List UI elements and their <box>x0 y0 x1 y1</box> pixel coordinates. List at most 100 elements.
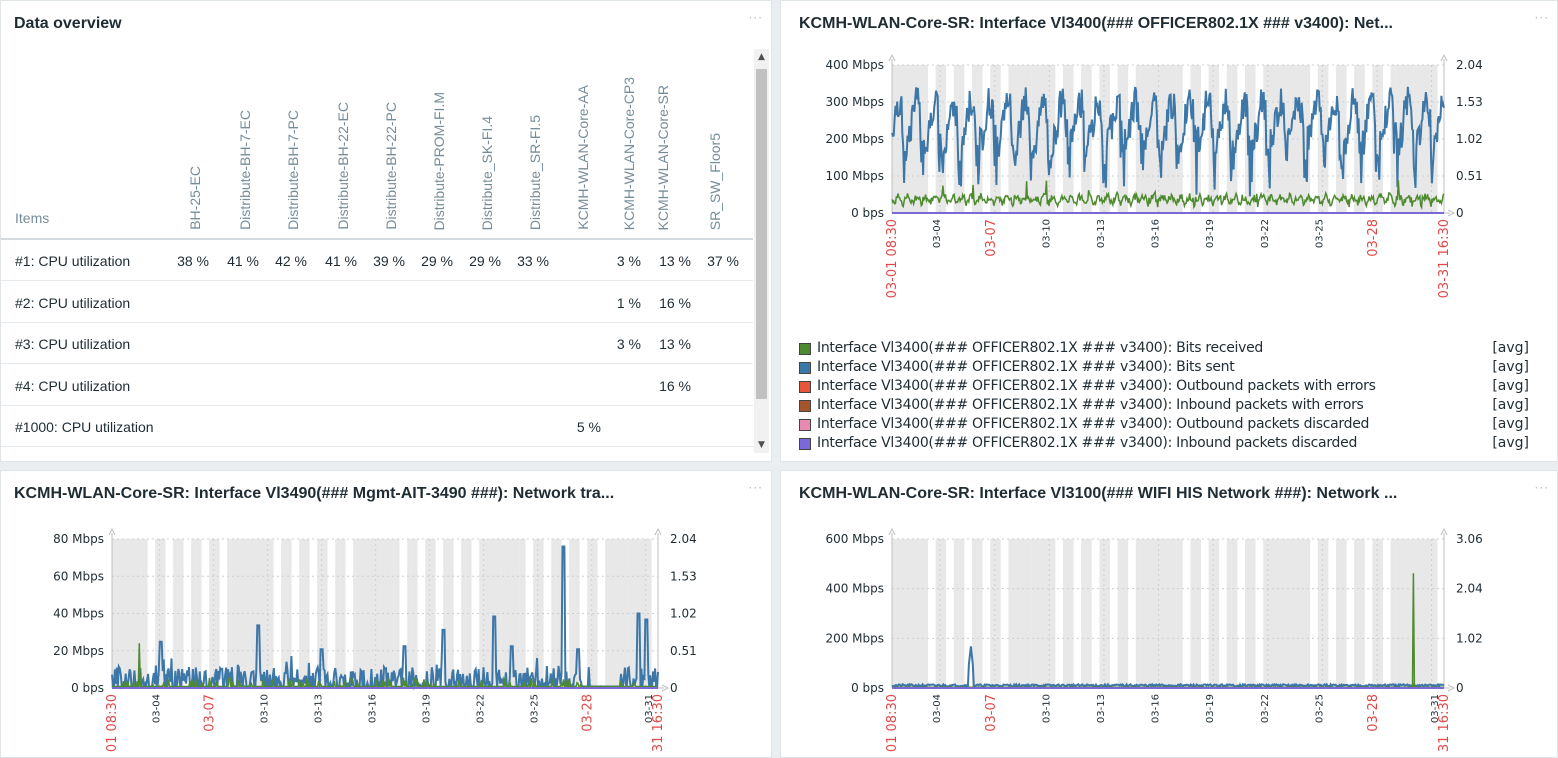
overview-column-header[interactable]: Distribute-BH-22-EC <box>335 102 351 230</box>
overview-row-label[interactable]: #1: CPU utilization <box>15 253 131 269</box>
weekend-shade <box>1031 539 1050 688</box>
x-tick-label: 03-01 08:30 <box>885 219 900 298</box>
overview-cell-value[interactable]: 5 % <box>576 419 601 435</box>
x-tick-label: 03-28 <box>581 694 596 732</box>
graph-chart-vl3490[interactable]: 80 Mbps 60 Mbps 40 Mbps 20 Mbps 0 bps 2.04 1.5… <box>0 510 772 758</box>
legend-color-swatch <box>799 343 811 355</box>
overview-cell-value[interactable]: 1 % <box>616 294 641 311</box>
x-tick-label: 03-04 <box>932 694 943 723</box>
night-shade <box>1340 539 1347 688</box>
night-shade <box>1135 539 1141 688</box>
night-shade <box>1190 539 1195 688</box>
night-shade <box>1358 539 1365 688</box>
scroll-down-arrow-icon[interactable]: ▼ <box>758 440 765 450</box>
overview-cell-value[interactable]: 29 % <box>469 253 501 269</box>
overview-cell-value[interactable]: 29 % <box>421 253 453 269</box>
overview-column-header[interactable]: Distribute-BH-7-EC <box>237 110 253 230</box>
widget-menu-button[interactable]: ··· <box>748 481 763 495</box>
scrollbar-thumb[interactable] <box>756 69 767 399</box>
x-tick-label: 03-22 <box>1260 219 1271 248</box>
overview-cell-value[interactable]: 13 % <box>659 336 691 352</box>
x-tick-label: 03-13 <box>1096 219 1107 248</box>
overview-column-header[interactable]: KCMH-WLAN-Core-CP3 <box>621 76 637 230</box>
night-shade <box>1067 539 1074 688</box>
night-shade <box>1226 539 1232 688</box>
overview-cell-value[interactable]: 3 % <box>616 253 641 269</box>
night-shade <box>267 539 274 688</box>
overview-cell-value[interactable]: 37 % <box>707 253 739 269</box>
night-shade <box>1008 539 1013 688</box>
night-shade <box>587 539 592 688</box>
overview-cell-value[interactable]: 39 % <box>373 253 405 269</box>
overview-cell-value[interactable]: 16 % <box>659 294 691 311</box>
widget-menu-button[interactable]: ··· <box>1534 481 1549 495</box>
graph-chart-vl3400[interactable]: 400 Mbps 300 Mbps 200 Mbps 100 Mbps 0 bps 2.0… <box>780 40 1558 340</box>
overview-cell-value[interactable]: 33 % <box>517 253 549 269</box>
overview-column-header[interactable]: KCMH-WLAN-Core-SR <box>655 84 671 230</box>
y-tick-label-right: 2.04 <box>670 532 697 546</box>
legend-entry: Interface Vl3400(### OFFICER802.1X ### v… <box>799 397 1529 414</box>
items-column-header: Items <box>15 210 50 226</box>
overview-column-header[interactable]: Distribute-PROM-FI.M <box>431 91 447 230</box>
overview-row-label[interactable]: #4: CPU utilization <box>15 377 131 394</box>
overview-column-header[interactable]: SR_SW_Floor5 <box>707 132 723 230</box>
legend-item-name: Interface Vl3400(### OFFICER802.1X ### v… <box>817 416 1370 432</box>
overview-row-label[interactable]: #3: CPU utilization <box>15 336 131 352</box>
overview-scrollbar[interactable]: ▲ ▼ <box>754 49 769 453</box>
overview-cell-value[interactable]: 41 % <box>227 253 259 269</box>
y-tick-label: 0 bps <box>71 681 104 695</box>
overview-table-row: #3: CPU utilization 3 % 13 % <box>1 322 753 364</box>
night-shade <box>990 539 995 688</box>
night-shade <box>321 539 328 688</box>
y-tick-label: 400 Mbps <box>825 58 884 72</box>
overview-cell-value[interactable]: 13 % <box>659 253 691 269</box>
legend-color-swatch <box>799 381 811 393</box>
night-shade <box>1063 65 1068 213</box>
overview-column-header[interactable]: Distribute_SK-FI.4 <box>479 115 495 230</box>
night-shade <box>573 539 580 688</box>
night-shade <box>299 539 304 688</box>
weekend-shade <box>1285 539 1305 688</box>
y-tick-label-right: 1.53 <box>670 569 697 583</box>
overview-cell-value[interactable]: 42 % <box>275 253 307 269</box>
widget-menu-button[interactable]: ··· <box>1534 11 1549 25</box>
x-tick-label: 03-10 <box>1041 219 1052 248</box>
scroll-up-arrow-icon[interactable]: ▲ <box>758 52 765 62</box>
night-shade <box>1122 539 1129 688</box>
x-tick-label: 01 08:30 <box>885 694 900 752</box>
overview-row-label[interactable]: #1000: CPU utilization <box>15 419 154 435</box>
night-shade <box>407 539 412 688</box>
night-shade <box>1194 539 1201 688</box>
x-tick-label: 03-10 <box>1041 694 1052 723</box>
x-tick-label: 03-25 <box>1314 694 1325 723</box>
overview-cell-value[interactable]: 16 % <box>659 377 691 394</box>
legend-color-swatch <box>799 362 811 374</box>
widget-menu-button[interactable]: ··· <box>748 11 763 25</box>
night-shade <box>1063 539 1068 688</box>
graph-chart-vl3100[interactable]: 600 Mbps 400 Mbps 200 Mbps 0 bps 3.06 2.04 1.0… <box>780 510 1558 758</box>
y-tick-label-right: 0 <box>670 681 678 695</box>
y-tick-label-right: 0.51 <box>670 644 697 658</box>
overview-column-header[interactable]: Distribute_SR-FI.5 <box>527 114 543 230</box>
y-tick-label: 200 Mbps <box>825 631 884 645</box>
overview-cell-value[interactable]: 38 % <box>177 253 209 269</box>
overview-column-header[interactable]: Distribute-BH-22-PC <box>383 102 399 230</box>
night-shade <box>213 539 220 688</box>
legend-item-function: [avg] <box>1492 416 1529 432</box>
overview-column-header[interactable]: BH-25-EC <box>187 166 203 230</box>
legend-item-name: Interface Vl3400(### OFFICER802.1X ### v… <box>817 340 1264 356</box>
weekend-shade <box>501 539 520 688</box>
x-tick-label: 03-25 <box>530 694 541 723</box>
y-tick-label: 80 Mbps <box>53 532 104 546</box>
y-tick-label: 400 Mbps <box>825 582 884 596</box>
night-shade <box>1263 539 1268 688</box>
overview-cell-value[interactable]: 3 % <box>616 336 641 352</box>
overview-column-header[interactable]: Distribute-BH-7-PC <box>285 110 301 230</box>
x-tick-label: 31 16:30 <box>651 694 666 752</box>
overview-row-label[interactable]: #2: CPU utilization <box>15 294 131 311</box>
weekend-shade <box>1140 539 1159 688</box>
overview-column-header[interactable]: KCMH-WLAN-Core-AA <box>575 85 591 230</box>
overview-cell-value[interactable]: 41 % <box>325 253 357 269</box>
series-bits-received <box>891 180 1445 211</box>
overview-table-row: #1000: CPU utilization 5 % <box>1 405 753 447</box>
